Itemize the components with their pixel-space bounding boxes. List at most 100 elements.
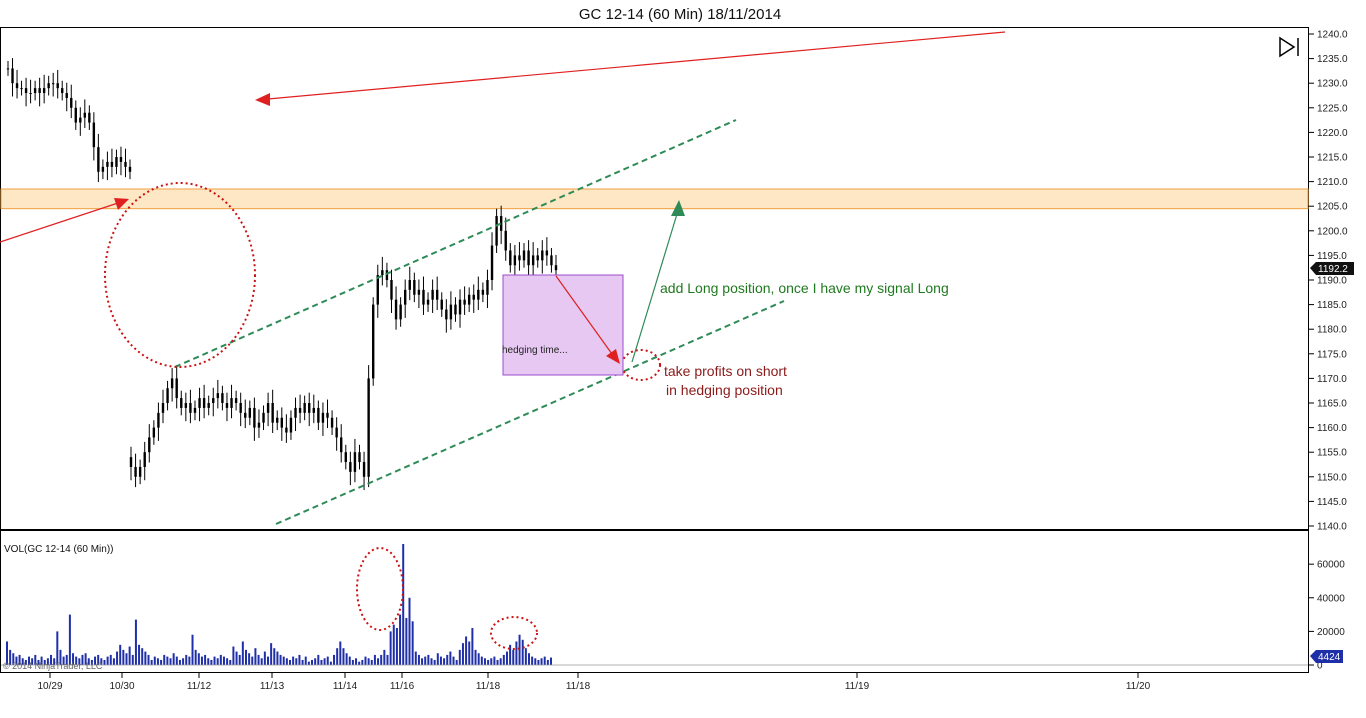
volume-tick-label: 0 — [1317, 661, 1323, 672]
candle-body — [276, 417, 279, 423]
resistance-zone — [0, 188, 1309, 210]
volume-bar — [56, 631, 59, 665]
candle-body — [298, 407, 302, 413]
volume-bar — [521, 639, 524, 665]
volume-bar — [285, 658, 288, 665]
candle-body — [504, 230, 507, 251]
candle-body — [408, 280, 411, 290]
candle-body — [458, 299, 462, 315]
time-axis: 10/29 10/30 11/12 11/13 11/14 11/16 11/18 11/18… — [37, 673, 1151, 692]
candle-body — [531, 255, 535, 266]
candle-body — [166, 388, 169, 403]
volume-bar — [345, 653, 348, 665]
volume-bar — [399, 614, 402, 665]
volume-bar — [153, 656, 156, 665]
candle-body — [119, 157, 123, 162]
candle-body — [92, 122, 96, 148]
candle-body — [266, 403, 270, 413]
time-tick-label: 11/16 — [390, 681, 415, 692]
candle-body — [509, 250, 512, 266]
volume-bar — [355, 658, 358, 665]
volume-bar — [185, 654, 188, 665]
candle-body — [454, 304, 457, 315]
candle-body — [47, 83, 50, 89]
candle-body — [358, 452, 361, 463]
volume-bar — [373, 654, 376, 665]
price-tick-label: 1205.0 — [1317, 202, 1348, 213]
candle-body — [129, 457, 133, 467]
price-tick-label: 1210.0 — [1317, 177, 1348, 188]
price-tick-label: 1220.0 — [1317, 128, 1348, 139]
candle-body — [394, 299, 398, 320]
volume-bar — [292, 656, 295, 665]
price-tick-label: 1240.0 — [1317, 30, 1348, 41]
volume-bar — [229, 659, 232, 665]
candle-body — [303, 403, 306, 413]
volume-bar — [361, 659, 364, 665]
chart-title: GC 12-14 (60 Min) 18/11/2014 — [579, 6, 781, 23]
volume-bar — [411, 621, 414, 665]
candle-body — [486, 280, 489, 295]
volume-pane[interactable] — [0, 530, 1309, 673]
scroll-end-icon[interactable] — [1276, 36, 1302, 58]
volume-bar — [200, 656, 203, 665]
volume-bar — [417, 654, 420, 665]
volume-bar — [461, 643, 464, 665]
volume-bar — [166, 656, 169, 665]
volume-bar — [402, 544, 405, 665]
volume-bar — [273, 648, 276, 665]
volume-bar — [298, 654, 301, 665]
volume-bar — [194, 649, 197, 665]
volume-bar — [487, 659, 490, 665]
price-tick-label: 1200.0 — [1317, 226, 1348, 237]
volume-bar — [97, 654, 100, 665]
candle-body — [115, 157, 118, 167]
candle-body — [449, 304, 453, 320]
candle-body — [202, 398, 206, 408]
volume-bar — [477, 653, 480, 665]
volume-bar — [144, 651, 147, 665]
volume-bar — [204, 654, 207, 665]
short-note-line1: take profits on short — [664, 363, 787, 379]
volume-bar — [471, 628, 474, 665]
volume-bar — [534, 658, 537, 665]
volume-bar — [468, 641, 471, 665]
volume-bar — [540, 658, 543, 665]
volume-bar — [18, 654, 21, 665]
annotation-layer: hedging time... add Long position, once … — [0, 31, 1006, 650]
volume-bar — [78, 658, 81, 665]
candle-body — [6, 68, 10, 70]
candle-body — [175, 378, 178, 399]
volume-bar — [439, 656, 442, 665]
candle-body — [134, 466, 137, 477]
candle-body — [161, 403, 165, 413]
volume-bar — [323, 658, 326, 665]
candle-body — [349, 462, 352, 472]
candle-body — [257, 422, 261, 428]
zone-arrow-line — [0, 202, 119, 243]
volume-bar — [50, 654, 53, 665]
volume-bar — [408, 597, 411, 665]
volume-bar — [182, 658, 185, 665]
volume-bar — [493, 656, 496, 665]
volume-bar — [433, 659, 436, 665]
price-tick-label: 1195.0 — [1317, 251, 1347, 262]
volume-bar — [62, 656, 65, 665]
copyright-text: © 2014 NinjaTrader, LLC — [3, 661, 103, 671]
candle-body — [212, 398, 215, 403]
candle-body — [61, 88, 64, 94]
volume-bar — [232, 646, 235, 665]
volume-bar — [12, 653, 15, 665]
profit-arrow-line — [555, 275, 613, 355]
candle-body — [157, 412, 160, 428]
volume-bar — [40, 656, 43, 665]
volume-bar — [329, 661, 332, 665]
volume-bar — [24, 659, 27, 665]
volume-bar — [339, 641, 342, 665]
price-tick-label: 1140.0 — [1317, 522, 1347, 533]
volume-bar — [546, 659, 549, 665]
price-pane[interactable] — [0, 27, 1309, 530]
candle-body — [198, 398, 201, 408]
candle-body — [20, 88, 23, 90]
candle-body — [234, 398, 238, 403]
